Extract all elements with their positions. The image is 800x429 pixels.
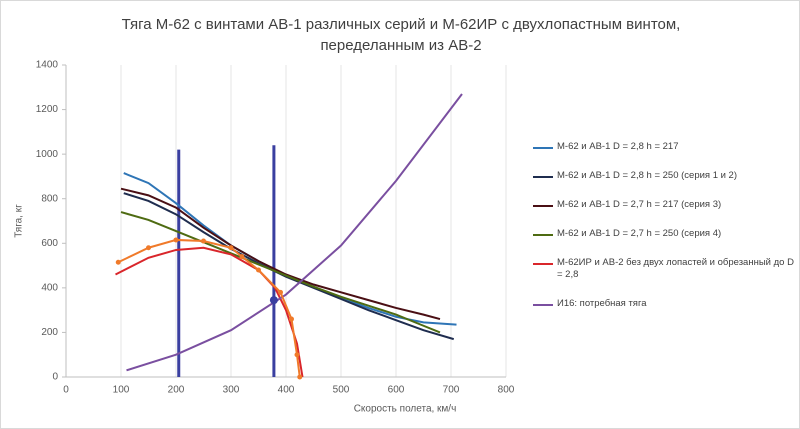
x-tick-label: 400: [278, 385, 295, 396]
point: [297, 374, 303, 380]
legend-label: М-62 и АВ-1 D = 2,8 h = 217: [557, 141, 679, 152]
point: [239, 254, 245, 260]
point: [256, 267, 261, 273]
point: [201, 238, 206, 244]
series-line: [120, 211, 441, 334]
x-tick-label: 0: [63, 385, 69, 396]
y-tick-label: 1000: [36, 149, 59, 160]
series-line: [123, 192, 455, 341]
point: [294, 352, 300, 358]
x-tick-label: 200: [168, 385, 185, 396]
legend-item: М-62 и АВ-1 D = 2,8 h = 250 (серия 1 и 2…: [531, 170, 797, 182]
x-tick-label: 100: [113, 385, 130, 396]
x-axis-label: Скорость полета, км/ч: [354, 404, 457, 415]
y-axis-label: Тяга, кг: [14, 204, 25, 238]
y-tick-label: 1200: [36, 104, 59, 115]
y-tick-label: 0: [52, 372, 58, 383]
legend-swatch: [533, 205, 553, 207]
legend-item: И16: потребная тяга: [531, 298, 797, 310]
x-tick-label: 700: [443, 385, 460, 396]
legend-label: М-62 и АВ-1 D = 2,8 h = 250 (серия 1 и 2…: [557, 170, 738, 181]
legend-label: И16: потребная тяга: [557, 298, 647, 309]
series-line: [120, 187, 441, 321]
legend-swatch: [533, 147, 553, 149]
y-tick-label: 1400: [36, 60, 59, 71]
y-tick-label: 800: [41, 193, 58, 204]
legend-label: М-62 и АВ-1 D = 2,7 h = 250 (серия 4): [557, 228, 722, 239]
point: [289, 316, 294, 322]
series-line: [123, 172, 457, 326]
legend-item: М-62 и АВ-1 D = 2,8 h = 217: [531, 141, 797, 153]
y-tick-label: 200: [41, 327, 58, 338]
legend: М-62 и АВ-1 D = 2,8 h = 217 М-62 и АВ-1 D…: [531, 141, 799, 327]
point: [115, 259, 121, 265]
x-tick-label: 800: [498, 385, 515, 396]
x-tick-label: 300: [223, 385, 240, 396]
chart-title: Тяга М-62 с винтами АВ-1 различных серий…: [122, 16, 681, 33]
point: [278, 289, 283, 295]
legend-label: М-62 и АВ-1 D = 2,7 h = 217 (серия 3): [557, 199, 722, 210]
legend-swatch: [533, 234, 553, 236]
series-line: [115, 246, 304, 378]
point: [269, 296, 278, 305]
y-tick-label: 600: [41, 238, 58, 249]
point: [173, 237, 179, 243]
point: [146, 245, 151, 251]
legend-swatch: [533, 176, 553, 178]
legend-swatch: [533, 304, 553, 306]
x-tick-label: 500: [333, 385, 350, 396]
series-line: [126, 93, 463, 372]
y-tick-label: 400: [41, 282, 58, 293]
point: [228, 245, 234, 251]
legend-item: М-62 и АВ-1 D = 2,7 h = 217 (серия 3): [531, 199, 797, 211]
chart-title: переделанным из АВ-2: [320, 37, 481, 54]
legend-label: М-62ИР и АВ-2 без двух лопастей и обреза…: [557, 257, 794, 280]
x-tick-label: 600: [388, 385, 405, 396]
legend-item: М-62ИР и АВ-2 без двух лопастей и обреза…: [531, 257, 797, 281]
legend-item: М-62 и АВ-1 D = 2,7 h = 250 (серия 4): [531, 228, 797, 240]
legend-swatch: [533, 263, 553, 265]
